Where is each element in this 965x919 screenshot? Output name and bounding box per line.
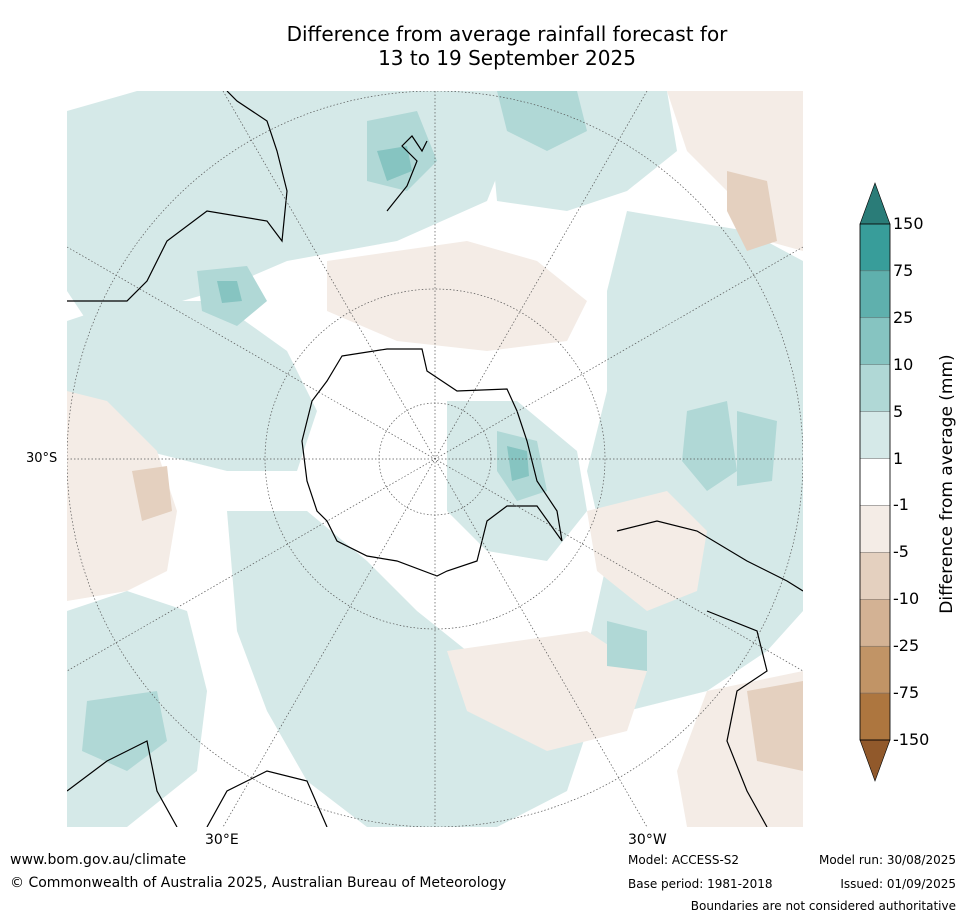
new-zealand-coastline [386,135,428,212]
footer-url[interactable]: www.bom.gov.au/climate [10,852,187,868]
brown-region-southeast [587,491,707,611]
title-line-2: 13 to 19 September 2025 [378,46,636,70]
footer-disclaimer: Boundaries are not considered authoritat… [690,899,956,913]
teal-patch-east-3 [607,621,647,671]
teal-patch-east-2 [737,411,777,486]
colorbar-segment [859,552,891,600]
map-title: Difference from average rainfall forecas… [0,22,965,70]
colorbar-segment [859,411,891,459]
brown-region-west [67,391,177,601]
colorbar-segment [859,692,891,741]
teal-patch-north [497,91,587,151]
latitude-label-30s: 30°S [26,451,58,466]
colorbar-segment [859,317,891,365]
colorbar-segments [859,223,891,741]
colorbar-tick-label: -25 [893,636,920,656]
footer-copyright: © Commonwealth of Australia 2025, Austra… [10,875,507,891]
colorbar-tick-label: 5 [893,401,904,421]
colorbar-segment [859,223,891,272]
longitude-label-30e: 30°E [205,832,239,848]
meridian-150 [67,246,803,672]
teal-accent-west [217,281,242,303]
teal-accent-nz [377,146,412,181]
antarctica-coastline [301,348,563,577]
footer-base-period: Base period: 1981-2018 [628,877,773,891]
brown-region-central [327,241,587,351]
footer-model: Model: ACCESS-S2 [628,853,740,867]
colorbar-segment [859,270,891,319]
colorbar-segment [859,505,891,553]
colorbar-segment [859,364,891,412]
colorbar-tick-label: 1 [893,448,904,468]
colorbar-tick-label: -10 [893,589,920,609]
colorbar-tick-label: -75 [893,683,920,703]
south-america-coastline [616,520,803,827]
brown-accent-northeast [727,171,777,251]
rainfall-map [67,91,803,827]
colorbar-tick-label: -5 [893,542,909,562]
footer-model-run: Model run: 30/08/2025 [818,853,956,867]
colorbar-segment [859,599,891,647]
colorbar-title: Difference from average (mm) [937,354,957,614]
colorbar-top-extension [859,182,891,225]
colorbar-outline [859,223,891,741]
colorbar-segment [859,645,891,694]
australia-coastline [67,91,288,302]
anomaly-neg5-to-neg10-layer [132,171,803,771]
colorbar-tick-label: -150 [893,730,930,749]
teal-region-south [227,511,587,827]
brown-region-south-band [447,631,647,751]
teal-patch-east-1 [682,401,737,491]
africa-coastline [67,740,328,827]
colorbar-tick-label: 75 [893,260,914,280]
brown-accent-southeast [747,681,803,771]
colorbar-segment [859,458,891,506]
anomaly-10-to-25-layer [217,146,529,481]
colorbar-tick-label: 150 [893,214,924,233]
colorbar-tick-label: -1 [893,495,909,515]
brown-accent-west [132,466,172,521]
colorbar-tick-label: 25 [893,307,914,327]
teal-accent-peninsula [507,446,529,481]
footer-issued: Issued: 01/09/2025 [840,877,956,891]
longitude-label-30w: 30°W [628,832,667,848]
latitude-ring-middle [264,288,606,630]
teal-patch-southwest [82,691,167,771]
colorbar-bottom-extension [859,739,891,782]
colorbar [859,182,891,782]
colorbar-tick-label: 10 [893,354,914,374]
title-line-1: Difference from average rainfall forecas… [286,22,728,46]
graticule [67,91,803,827]
